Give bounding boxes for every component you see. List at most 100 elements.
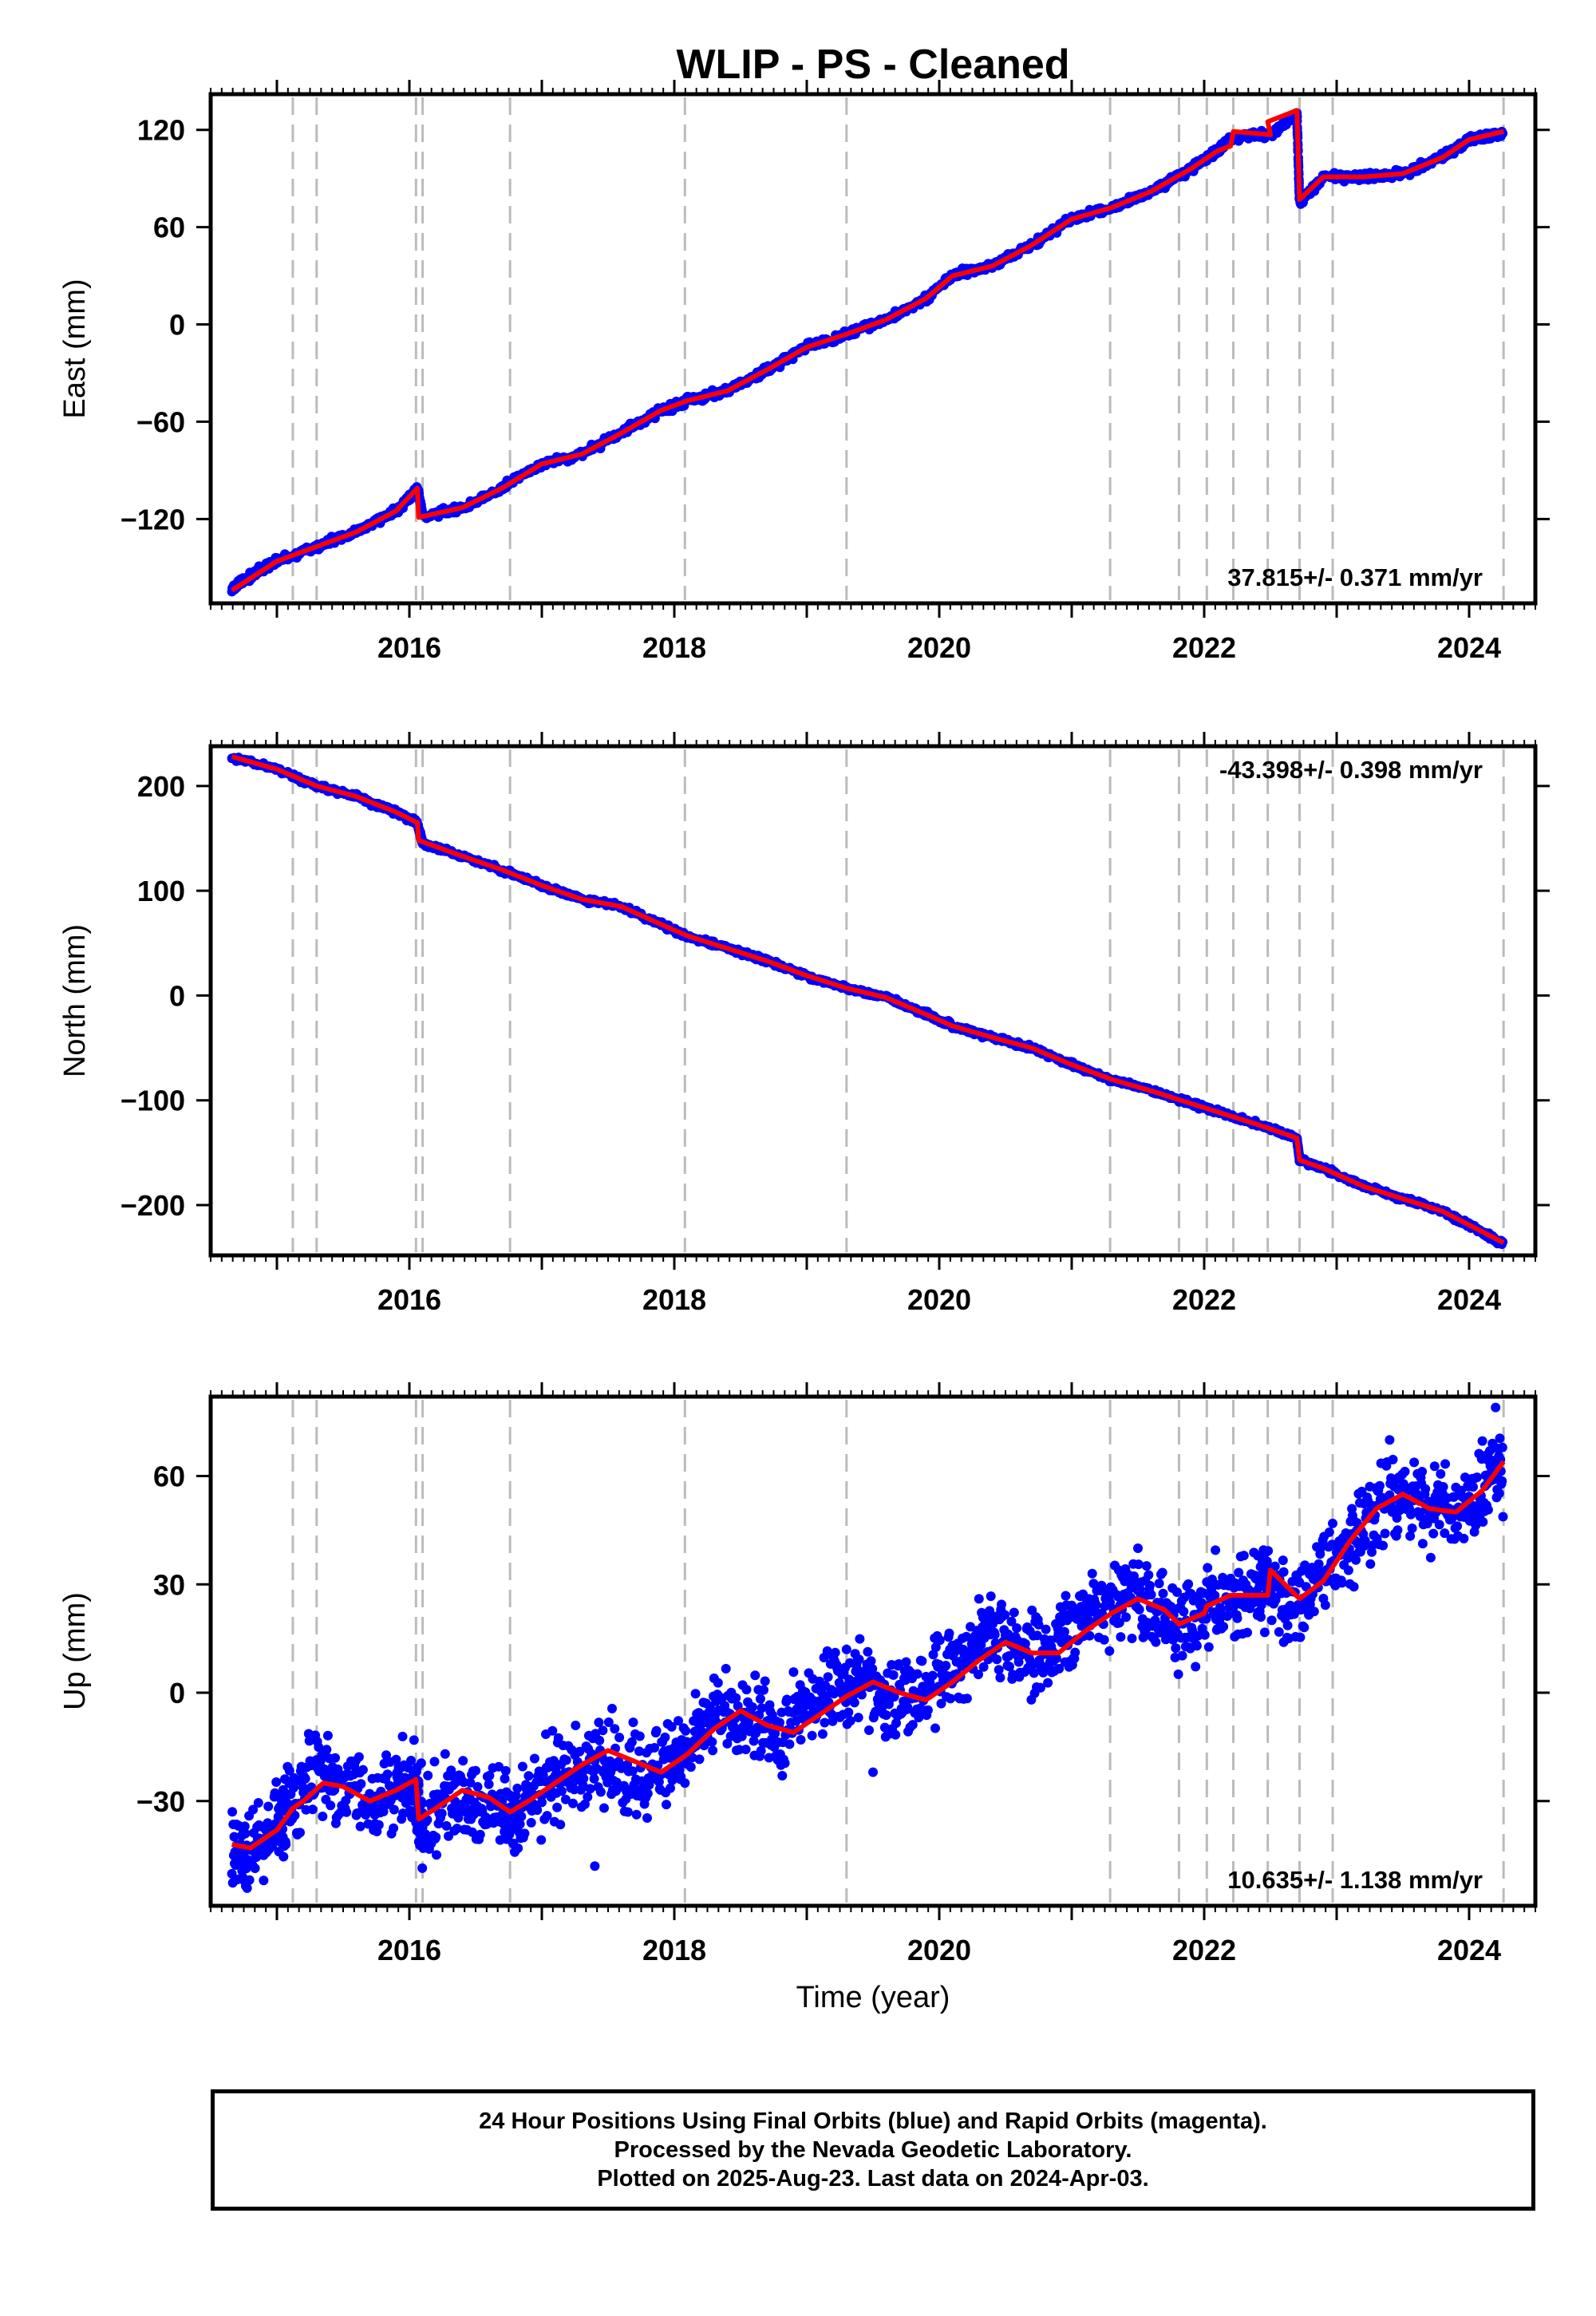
x-tick-label: 2020: [907, 1283, 971, 1316]
x-tick-label: 2020: [907, 631, 971, 664]
data-point: [994, 1665, 1004, 1675]
data-point: [595, 1787, 606, 1797]
data-point: [853, 1713, 863, 1723]
data-point: [741, 1685, 752, 1695]
data-point: [441, 1820, 452, 1831]
data-point: [240, 1828, 251, 1839]
data-point: [406, 1756, 417, 1765]
x-tick-label: 2024: [1437, 1283, 1501, 1316]
data-point: [962, 1694, 972, 1704]
data-point: [962, 1631, 971, 1642]
y-tick-label: 120: [137, 114, 185, 147]
x-tick-label: 2018: [642, 631, 706, 664]
data-point: [452, 1824, 462, 1834]
data-point: [863, 1646, 873, 1657]
data-point: [927, 1670, 938, 1681]
data-point: [561, 1755, 571, 1765]
data-point: [579, 1773, 589, 1784]
data-point: [239, 1821, 250, 1832]
data-point: [517, 1761, 527, 1772]
data-point: [866, 1656, 876, 1666]
panel-north: −200 −100 0 100 200 2016 2018 2020 2022 2024 North…: [58, 732, 1550, 1316]
data-point: [946, 1694, 956, 1704]
data-point: [610, 1724, 620, 1734]
data-point: [1013, 1657, 1024, 1667]
data-point: [1012, 1623, 1022, 1633]
data-point: [603, 1717, 614, 1727]
data-point: [1041, 1624, 1051, 1634]
data-point: [722, 1738, 733, 1749]
data-point: [759, 1685, 768, 1695]
data-point: [680, 1778, 690, 1788]
data-point: [542, 1811, 552, 1821]
data-point: [594, 1717, 604, 1728]
data-point: [631, 1809, 642, 1820]
data-point: [627, 1766, 638, 1777]
data-point: [864, 1725, 874, 1735]
data-point: [889, 1692, 899, 1702]
data-point: [500, 1765, 511, 1776]
data-point: [690, 1689, 701, 1699]
data-point: [356, 1779, 366, 1789]
data-point: [1091, 1600, 1101, 1611]
rate-label: -43.398+/- 0.398 mm/yr: [1219, 756, 1483, 784]
data-point: [750, 1670, 760, 1681]
data-point: [416, 1758, 426, 1769]
data-point: [845, 1716, 855, 1726]
data-point: [571, 1721, 581, 1730]
data-point: [389, 1804, 399, 1815]
data-point: [471, 1765, 480, 1776]
data-point: [941, 1661, 951, 1670]
data-point: [229, 1832, 239, 1842]
y-tick-label: −200: [120, 1189, 185, 1222]
data-point: [512, 1783, 523, 1793]
data-point: [1029, 1668, 1039, 1678]
data-point: [290, 1810, 300, 1820]
data-point: [548, 1756, 559, 1766]
data-point: [599, 1803, 609, 1813]
data-point: [780, 1758, 790, 1769]
data-point: [891, 1718, 901, 1729]
x-tick-label: 2022: [1172, 1283, 1236, 1316]
data-point: [1000, 1610, 1010, 1620]
data-point: [760, 1676, 770, 1686]
data-point: [990, 1630, 1000, 1640]
data-point: [986, 1591, 996, 1602]
data-point: [654, 1777, 664, 1787]
data-point: [555, 1820, 566, 1830]
data-point: [440, 1749, 450, 1759]
data-point: [660, 1732, 670, 1742]
data-point: [484, 1779, 494, 1789]
data-point: [922, 1705, 933, 1715]
data-point: [575, 1746, 585, 1757]
data-point: [1087, 1568, 1097, 1579]
data-point: [928, 1650, 938, 1660]
data-point: [417, 1863, 428, 1873]
data-point: [583, 1792, 593, 1802]
data-point: [598, 1725, 608, 1736]
x-tick-label: 2022: [1172, 631, 1236, 664]
data-point: [354, 1752, 364, 1762]
data-point: [788, 1667, 799, 1678]
data-point: [342, 1807, 352, 1817]
data-point: [881, 1710, 891, 1721]
data-point: [817, 1729, 828, 1739]
data-point: [775, 1717, 784, 1728]
data-point: [537, 1797, 547, 1808]
data-point: [917, 1656, 927, 1666]
data-point: [326, 1800, 336, 1811]
y-axis-label: East (mm): [58, 279, 92, 418]
data-point: [849, 1697, 859, 1708]
data-point: [930, 1723, 940, 1733]
data-point: [820, 1717, 830, 1728]
data-point: [409, 1735, 419, 1745]
data-point: [484, 1770, 495, 1780]
x-tick-label: 2024: [1437, 631, 1501, 664]
data-point: [515, 1819, 525, 1829]
data-point: [777, 1771, 788, 1780]
data-point: [642, 1813, 652, 1823]
data-point: [903, 1702, 913, 1713]
data-point: [888, 1670, 899, 1680]
data-point: [737, 1731, 747, 1741]
y-tick-label: 0: [169, 979, 185, 1012]
